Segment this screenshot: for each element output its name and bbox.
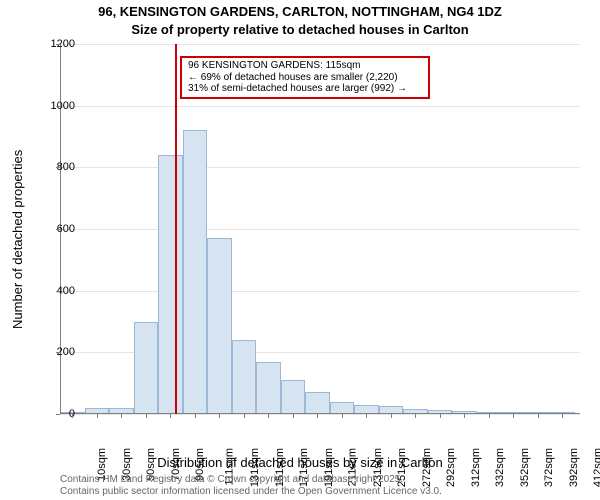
attribution-footer: Contains HM Land Registry data © Crown c… [60,474,442,498]
x-tick-mark [97,414,98,418]
y-tick-mark [56,352,60,353]
y-tick-label: 1200 [35,38,75,50]
y-tick-mark [56,291,60,292]
annotation-line: ← 69% of detached houses are smaller (2,… [188,72,422,84]
histogram-bar [256,362,281,414]
x-tick-mark [121,414,122,418]
annotation-callout: 96 KENSINGTON GARDENS: 115sqm← 69% of de… [180,56,430,99]
x-tick-mark [244,414,245,418]
chart-title-sub: Size of property relative to detached ho… [0,22,600,37]
gridline [60,229,580,230]
y-tick-label: 800 [35,161,75,173]
y-tick-mark [56,414,60,415]
annotation-line: 31% of semi-detached houses are larger (… [188,83,422,95]
x-tick-mark [489,414,490,418]
x-tick-mark [366,414,367,418]
x-tick-mark [415,414,416,418]
y-tick-mark [56,167,60,168]
histogram-bar [281,380,306,414]
x-tick-mark [268,414,269,418]
histogram-bar [305,392,330,414]
y-tick-label: 400 [35,285,75,297]
axis-line [60,413,580,414]
gridline [60,291,580,292]
gridline [60,44,580,45]
x-tick-mark [464,414,465,418]
chart-title-main: 96, KENSINGTON GARDENS, CARLTON, NOTTING… [0,4,600,19]
x-tick-mark [391,414,392,418]
y-tick-label: 200 [35,346,75,358]
x-tick-mark [317,414,318,418]
x-tick-mark [195,414,196,418]
histogram-chart: 96, KENSINGTON GARDENS, CARLTON, NOTTING… [0,0,600,500]
y-tick-mark [56,229,60,230]
footer-line-1: Contains HM Land Registry data © Crown c… [60,474,442,486]
y-tick-label: 0 [35,408,75,420]
gridline [60,167,580,168]
x-tick-mark [440,414,441,418]
y-tick-label: 1000 [35,100,75,112]
histogram-bar [134,322,159,415]
histogram-bar [158,155,183,414]
footer-line-2: Contains public sector information licen… [60,486,442,498]
x-tick-mark [293,414,294,418]
histogram-bar [183,130,208,414]
property-marker-line [175,44,177,414]
x-tick-mark [146,414,147,418]
plot-area: 96 KENSINGTON GARDENS: 115sqm← 69% of de… [60,44,580,414]
x-tick-mark [513,414,514,418]
x-axis-label: Distribution of detached houses by size … [0,455,600,470]
y-tick-label: 600 [35,223,75,235]
gridline [60,414,580,415]
histogram-bar [207,238,232,414]
x-tick-mark [170,414,171,418]
y-axis-label: Number of detached properties [10,150,25,329]
x-tick-mark [562,414,563,418]
histogram-bar [232,340,257,414]
x-tick-mark [538,414,539,418]
x-tick-mark [342,414,343,418]
y-tick-mark [56,44,60,45]
y-tick-mark [56,106,60,107]
annotation-line: 96 KENSINGTON GARDENS: 115sqm [188,60,422,72]
gridline [60,106,580,107]
x-tick-mark [72,414,73,418]
x-tick-mark [219,414,220,418]
